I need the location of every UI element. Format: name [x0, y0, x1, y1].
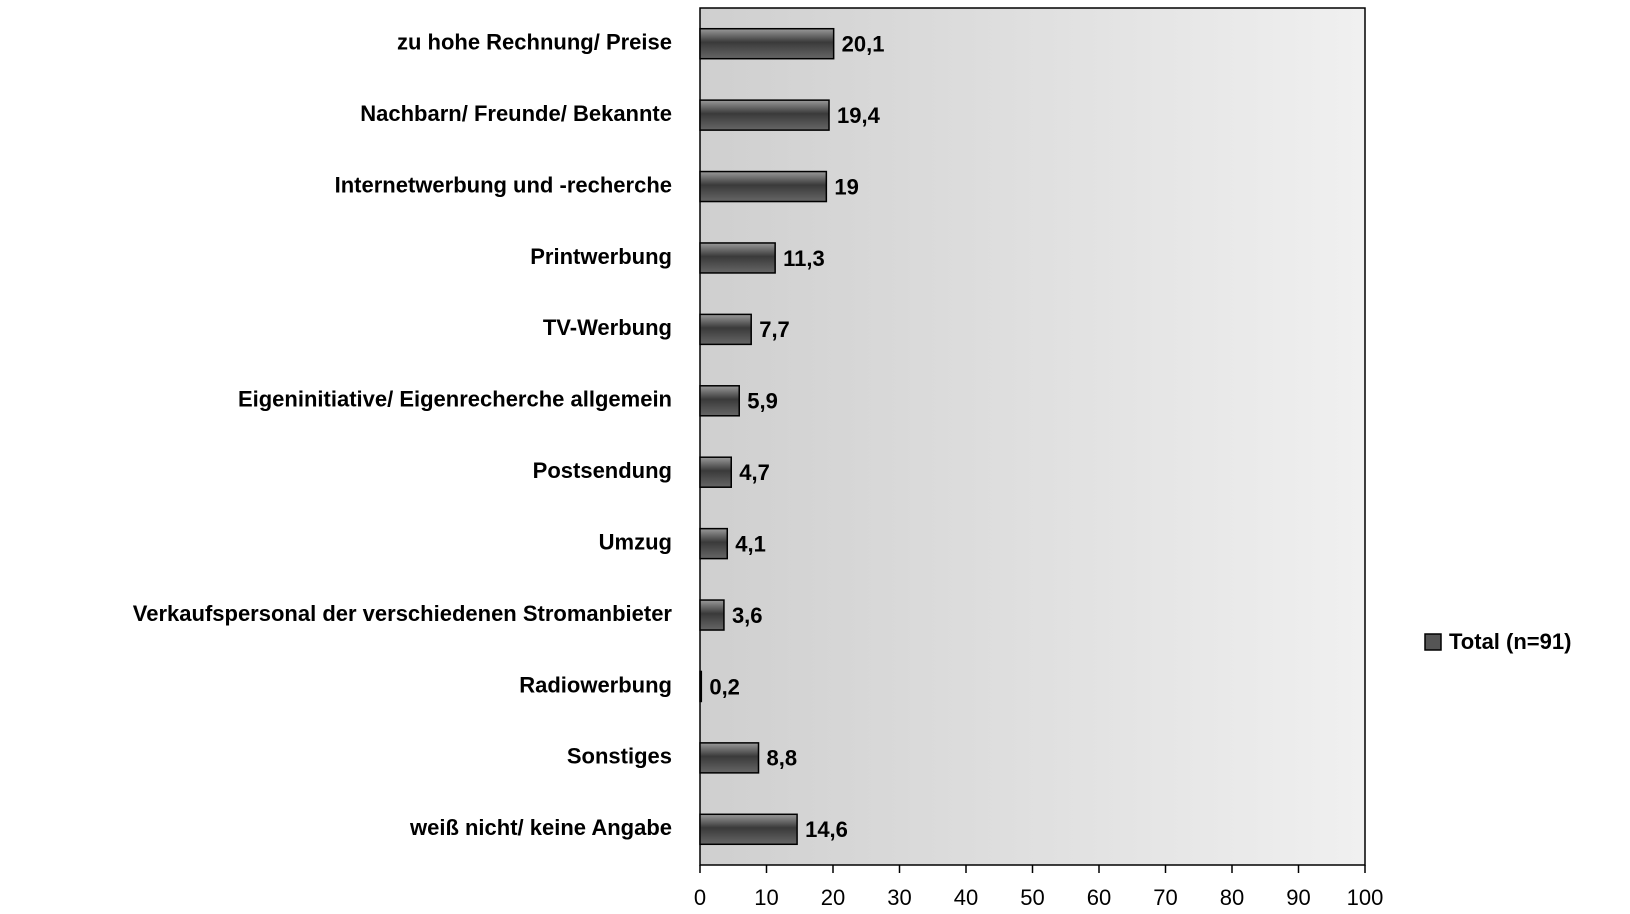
x-tick-label: 50: [1020, 885, 1044, 910]
data-label: 14,6: [805, 817, 848, 842]
data-label: 4,7: [739, 460, 770, 485]
x-tick-label: 70: [1153, 885, 1177, 910]
x-tick-label: 80: [1220, 885, 1244, 910]
bar: [699, 599, 725, 631]
data-label: 4,1: [735, 531, 766, 556]
bar: [699, 242, 776, 274]
y-tick-label: Radiowerbung: [519, 672, 672, 697]
y-tick-label: Verkaufspersonal der verschiedenen Strom…: [133, 601, 673, 626]
y-tick-label: Printwerbung: [530, 244, 672, 269]
bar: [699, 170, 828, 203]
data-label: 3,6: [732, 603, 763, 628]
bar: [699, 456, 733, 488]
legend-swatch: [1424, 633, 1442, 651]
bar: [699, 99, 830, 131]
y-tick-label: Internetwerbung und -recherche: [335, 172, 672, 197]
y-tick-label: Postsendung: [533, 458, 672, 483]
y-tick-label: Sonstiges: [567, 744, 672, 769]
data-label: 7,7: [759, 317, 790, 342]
y-tick-label: TV-Werbung: [543, 315, 672, 340]
data-label: 11,3: [783, 246, 825, 271]
data-label: 0,2: [709, 674, 740, 699]
bar: [699, 385, 740, 417]
legend-label: Total (n=91): [1449, 629, 1571, 654]
x-tick-label: 40: [954, 885, 978, 910]
bar: [699, 313, 752, 346]
bar: [699, 670, 703, 703]
data-label: 20,1: [842, 32, 885, 57]
x-tick-label: 100: [1347, 885, 1384, 910]
y-tick-label: Umzug: [599, 529, 672, 554]
y-tick-label: zu hohe Rechnung/ Preise: [397, 30, 672, 55]
bar: [699, 527, 729, 560]
bar: [699, 813, 798, 846]
x-tick-label: 10: [754, 885, 778, 910]
x-tick-label: 90: [1286, 885, 1310, 910]
y-tick-label: weiß nicht/ keine Angabe: [409, 815, 672, 840]
y-tick-label: Eigeninitiative/ Eigenrecherche allgemei…: [238, 387, 672, 412]
bar: [699, 742, 760, 774]
x-tick-label: 30: [887, 885, 911, 910]
plot-area: [699, 7, 1366, 866]
x-tick-label: 20: [821, 885, 845, 910]
x-tick-label: 60: [1087, 885, 1111, 910]
data-label: 19: [834, 174, 858, 199]
x-tick-label: 0: [694, 885, 706, 910]
bar: [699, 27, 835, 60]
data-label: 5,9: [747, 389, 778, 414]
data-label: 19,4: [837, 103, 881, 128]
y-tick-label: Nachbarn/ Freunde/ Bekannte: [360, 101, 672, 126]
data-label: 8,8: [767, 746, 798, 771]
